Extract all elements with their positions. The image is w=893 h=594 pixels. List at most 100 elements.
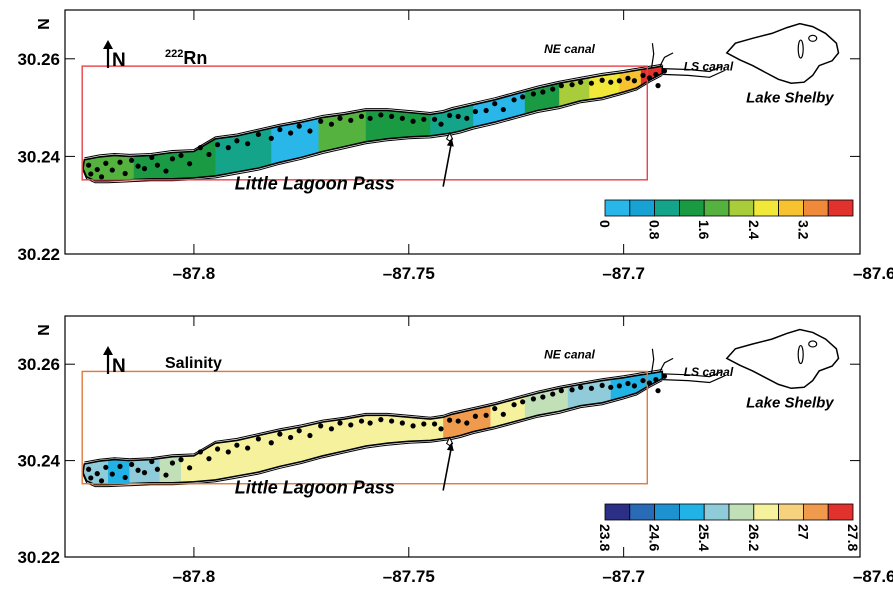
- station-points: [86, 68, 668, 180]
- sampling-station: [307, 432, 313, 439]
- x-tick-label: –87.7: [602, 264, 645, 283]
- colorbar: 23.8 24.6 25.4 26.2 27 27.8: [597, 503, 861, 551]
- pass-pointer-arrowhead: [446, 137, 454, 147]
- canal-line: [659, 357, 674, 372]
- sampling-station: [98, 478, 105, 484]
- sampling-station: [472, 108, 478, 115]
- sampling-station: [608, 384, 614, 390]
- sampling-station: [234, 138, 240, 144]
- sampling-station: [367, 115, 373, 121]
- sampling-station: [661, 68, 668, 74]
- sampling-station: [421, 421, 427, 427]
- sampling-station: [550, 391, 556, 397]
- sampling-station: [206, 151, 212, 158]
- colorbar-tick-label: 27: [795, 524, 811, 540]
- sampling-station: [455, 418, 461, 424]
- colorbar-swatch: [728, 503, 755, 521]
- colorbar-swatch: [827, 503, 854, 521]
- ls-canal-label: LS canal: [684, 365, 734, 379]
- sampling-station: [520, 94, 526, 100]
- radon-map-panel: 30.26 30.24 30.22 N –87.8 –87.75 –87.7 –87.65W N…: [17, 9, 893, 283]
- sampling-station: [178, 457, 184, 463]
- sampling-station: [214, 446, 221, 452]
- sampling-station: [399, 115, 405, 121]
- colorbar-swatch: [778, 199, 804, 217]
- sampling-station: [378, 112, 384, 118]
- north-arrow-label: N: [112, 356, 126, 377]
- y-tick-label: 30.26: [17, 355, 60, 374]
- sampling-station: [255, 436, 261, 442]
- colorbar-swatch: [803, 503, 829, 521]
- x-tick-label: –87.75: [383, 264, 435, 283]
- sampling-station: [625, 75, 631, 81]
- sampling-station: [268, 440, 274, 446]
- sampling-station: [187, 465, 193, 471]
- x-tick-label: –87.65W: [853, 567, 893, 586]
- lake-island: [808, 34, 818, 42]
- lake-shelby-outline: [725, 328, 840, 390]
- canal-line: [651, 348, 655, 373]
- sampling-station: [245, 141, 251, 147]
- sampling-station: [540, 394, 546, 400]
- colorbar-swatch: [753, 199, 779, 217]
- canal-line: [662, 370, 723, 378]
- sampling-station: [578, 79, 584, 85]
- sampling-station: [348, 117, 354, 123]
- sampling-station: [318, 118, 324, 124]
- sampling-station: [163, 472, 169, 478]
- contour-zone: [473, 66, 526, 181]
- contour-zone: [430, 66, 474, 181]
- sampling-station: [500, 106, 506, 113]
- sampling-station: [245, 445, 251, 451]
- sampling-station: [149, 154, 155, 160]
- sampling-station: [129, 157, 135, 163]
- x-tick-label: –87.8: [173, 264, 216, 283]
- sampling-station: [307, 128, 313, 134]
- panel-title: Salinity: [165, 355, 222, 372]
- pass-pointer-arrow: [442, 140, 453, 187]
- lake-island: [797, 39, 804, 59]
- sampling-station: [558, 388, 564, 394]
- sampling-station: [117, 159, 123, 165]
- x-tick-label: –87.65W: [853, 264, 893, 283]
- sampling-station: [86, 162, 92, 168]
- study-area-box: [81, 65, 648, 181]
- lake-island: [797, 344, 804, 365]
- sampling-station: [500, 411, 506, 417]
- sampling-station: [255, 131, 261, 138]
- colorbar-swatch: [604, 199, 631, 217]
- sampling-station: [616, 78, 622, 84]
- colorbar-swatch: [703, 503, 730, 521]
- sampling-station: [655, 388, 661, 394]
- contour-zone: [133, 66, 217, 181]
- sampling-station: [653, 377, 659, 383]
- sampling-station: [431, 116, 438, 122]
- sampling-station: [163, 168, 169, 174]
- sampling-station: [103, 160, 109, 166]
- canal-line: [662, 65, 723, 73]
- colorbar-tick-label: 25.4: [696, 524, 712, 551]
- sampling-station: [141, 470, 148, 476]
- contour-zone: [619, 66, 642, 181]
- sampling-station: [464, 115, 470, 121]
- contour-zone: [640, 66, 663, 181]
- contour-zone: [318, 66, 367, 181]
- sampling-station: [328, 121, 335, 127]
- sampling-station: [296, 123, 302, 129]
- colorbar-tick-label: 0.8: [647, 220, 663, 240]
- sampling-station: [98, 174, 105, 180]
- sampling-station: [438, 121, 444, 127]
- colorbar-swatch: [778, 503, 804, 521]
- sampling-station: [225, 145, 231, 151]
- sampling-station: [94, 471, 100, 477]
- sampling-station: [447, 112, 453, 119]
- sampling-station: [520, 399, 526, 405]
- sampling-station: [288, 434, 294, 441]
- sampling-station: [135, 163, 141, 169]
- x-tick-label: –87.7: [602, 567, 645, 586]
- contour-zone: [181, 371, 444, 485]
- y-tick-label: 30.24: [17, 452, 60, 471]
- colorbar-swatch: [679, 199, 705, 217]
- sampling-station: [358, 113, 365, 119]
- sampling-station: [472, 413, 478, 419]
